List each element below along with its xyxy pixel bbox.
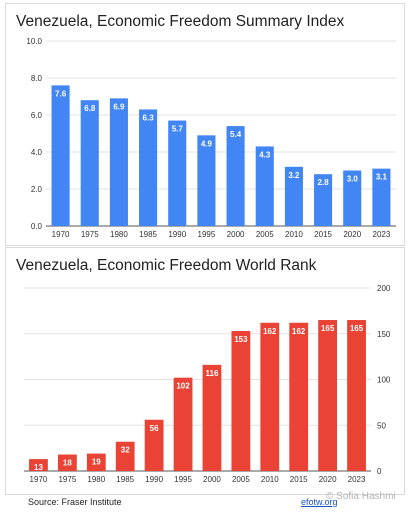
bar xyxy=(168,120,187,226)
y-tick-label: 150 xyxy=(377,330,391,339)
x-tick-label: 2005 xyxy=(256,230,274,239)
bar xyxy=(226,126,245,226)
y-tick-label: 0.0 xyxy=(31,222,43,231)
x-tick-label: 2023 xyxy=(373,230,391,239)
y-tick-label: 10.0 xyxy=(26,37,42,46)
x-tick-label: 2015 xyxy=(314,230,332,239)
bar xyxy=(255,146,274,226)
chart-title: Venezuela, Economic Freedom Summary Inde… xyxy=(16,13,345,30)
x-tick-label: 1970 xyxy=(52,230,70,239)
bar xyxy=(314,174,333,226)
bar xyxy=(231,331,251,471)
bar xyxy=(86,453,106,471)
x-tick-label: 1975 xyxy=(81,230,99,239)
data-label: 6.9 xyxy=(113,102,125,111)
data-label: 13 xyxy=(34,463,43,472)
bar xyxy=(260,322,280,471)
x-tick-label: 2020 xyxy=(343,230,361,239)
y-tick-label: 50 xyxy=(377,421,386,430)
y-tick-label: 200 xyxy=(377,284,391,293)
bar xyxy=(372,168,391,226)
x-tick-label: 2000 xyxy=(203,475,221,484)
y-tick-label: 2.0 xyxy=(31,185,43,194)
bar xyxy=(318,320,338,471)
bar xyxy=(80,100,99,226)
data-label: 19 xyxy=(92,458,101,467)
x-tick-label: 2005 xyxy=(232,475,250,484)
site-link[interactable]: efotw.org xyxy=(301,497,338,507)
x-tick-label: 1995 xyxy=(198,230,216,239)
data-label: 7.6 xyxy=(55,89,67,98)
x-tick-label: 2023 xyxy=(348,475,366,484)
data-label: 18 xyxy=(63,459,72,468)
bar xyxy=(144,419,164,471)
y-tick-label: 8.0 xyxy=(31,74,43,83)
x-tick-label: 2010 xyxy=(285,230,303,239)
bar xyxy=(343,170,362,226)
data-label: 153 xyxy=(234,335,248,344)
data-label: 165 xyxy=(321,324,335,333)
data-label: 116 xyxy=(206,369,219,378)
data-label: 4.3 xyxy=(259,150,271,159)
x-tick-label: 2015 xyxy=(290,475,308,484)
bar xyxy=(284,166,303,226)
bar xyxy=(202,364,222,471)
x-tick-label: 2000 xyxy=(227,230,245,239)
watermark: © Sofia Hashmi xyxy=(326,491,396,502)
data-label: 3.2 xyxy=(288,171,300,180)
y-tick-label: 4.0 xyxy=(31,148,43,157)
data-label: 102 xyxy=(176,382,190,391)
bar xyxy=(139,109,158,226)
x-tick-label: 2020 xyxy=(319,475,337,484)
data-label: 5.4 xyxy=(230,130,242,139)
data-label: 5.7 xyxy=(172,125,184,134)
bar xyxy=(51,85,70,227)
data-label: 56 xyxy=(150,424,159,433)
data-label: 3.0 xyxy=(347,175,359,184)
summary-index-chart: 0.0 2.0 4.0 6.0 8.0 10.0 7.6 1970 6.8 1975 6.9 1980… xyxy=(26,37,396,239)
x-tick-label: 1975 xyxy=(58,475,76,484)
data-label: 165 xyxy=(350,324,364,333)
bar xyxy=(109,98,128,226)
world-rank-chart-panel: Venezuela, Economic Freedom World Rank 0… xyxy=(5,247,405,495)
x-tick-label: 1990 xyxy=(145,475,163,484)
x-tick-label: 1985 xyxy=(116,475,134,484)
bar xyxy=(197,135,216,226)
x-tick-label: 1990 xyxy=(168,230,186,239)
data-label: 6.8 xyxy=(84,104,96,113)
summary-index-chart-panel: Venezuela, Economic Freedom Summary Inde… xyxy=(5,3,405,246)
x-tick-label: 2010 xyxy=(261,475,279,484)
y-tick-label: 0 xyxy=(377,467,382,476)
x-tick-label: 1980 xyxy=(110,230,128,239)
bar xyxy=(347,320,366,471)
chart-title: Venezuela, Economic Freedom World Rank xyxy=(16,257,317,274)
world-rank-chart: 0 50 100 150 200 13 1970 18 1975 19 1980 32 1985 56 19… xyxy=(24,284,391,484)
data-label: 32 xyxy=(121,446,130,455)
data-label: 6.3 xyxy=(143,113,155,122)
source-note: Source: Fraser Institute xyxy=(28,497,122,507)
bar xyxy=(115,441,135,471)
data-label: 162 xyxy=(263,327,277,336)
x-tick-label: 1995 xyxy=(174,475,192,484)
x-tick-label: 1980 xyxy=(87,475,105,484)
bar xyxy=(173,377,193,471)
y-tick-label: 6.0 xyxy=(31,111,43,120)
bar xyxy=(57,454,77,471)
bar xyxy=(289,322,309,471)
y-tick-label: 100 xyxy=(377,376,391,385)
data-label: 3.1 xyxy=(376,173,388,182)
data-label: 162 xyxy=(292,327,306,336)
bar xyxy=(29,459,48,471)
data-label: 2.8 xyxy=(318,178,330,187)
x-tick-label: 1985 xyxy=(139,230,157,239)
data-label: 4.9 xyxy=(201,139,213,148)
x-tick-label: 1970 xyxy=(30,475,48,484)
